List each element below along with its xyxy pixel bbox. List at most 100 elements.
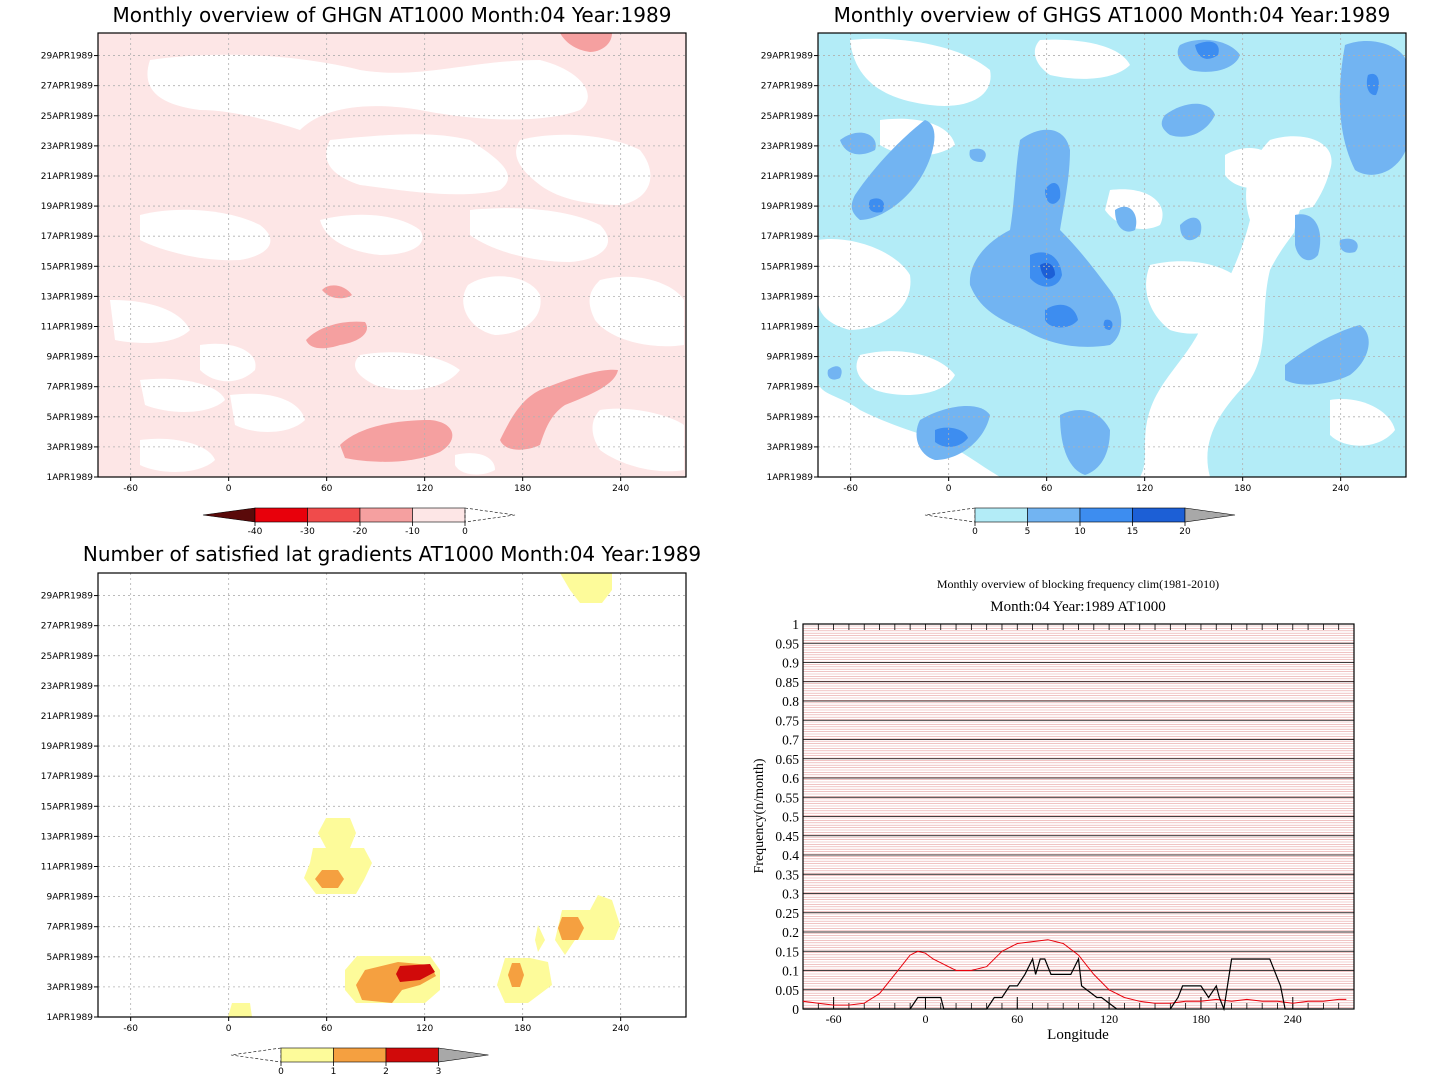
colorbar-swatch bbox=[254, 507, 308, 523]
y-tick-label: 1APR1989 bbox=[767, 473, 814, 483]
y-tick-label: 1APR1989 bbox=[47, 473, 94, 483]
y-tick-label: 21APR1989 bbox=[761, 172, 813, 182]
y-tick-label: 0.2 bbox=[782, 925, 799, 940]
x-tick-label: 0 bbox=[226, 484, 232, 494]
panel-title: Monthly overview of GHGS AT1000 Month:04… bbox=[834, 3, 1391, 27]
colorbar-label: 0 bbox=[278, 1067, 284, 1077]
x-tick-label: -60 bbox=[123, 484, 138, 494]
panel-title: Monthly overview of GHGN AT1000 Month:04… bbox=[113, 3, 672, 27]
data-series bbox=[802, 939, 1347, 1012]
y-tick-label: 23APR1989 bbox=[41, 142, 93, 152]
y-tick-label: 0.65 bbox=[775, 752, 799, 767]
colorbar-swatch bbox=[385, 1047, 439, 1063]
x-tick-label: 180 bbox=[514, 484, 531, 494]
x-tick-label: 120 bbox=[416, 484, 433, 494]
y-tick-label: 5APR1989 bbox=[47, 953, 94, 963]
ghgn-minus20-regions bbox=[306, 33, 618, 462]
y-tick-label: 0.85 bbox=[775, 675, 799, 690]
y-tick-label: 7APR1989 bbox=[767, 383, 814, 393]
y-tick-label: 0.3 bbox=[782, 887, 799, 902]
ghgn-frame bbox=[97, 32, 687, 478]
y-tick-label: 21APR1989 bbox=[41, 172, 93, 182]
panel-lat-gradients: Number of satisfied lat gradients AT1000… bbox=[41, 542, 701, 1077]
colorbar-label: 1 bbox=[331, 1067, 337, 1077]
ghgs-level15-regions bbox=[1040, 263, 1055, 279]
colorbar-swatch bbox=[412, 507, 466, 523]
x-tick-label: 0 bbox=[946, 484, 952, 494]
x-tick-label: 180 bbox=[514, 1024, 531, 1034]
colorbar-swatch bbox=[974, 507, 1028, 523]
y-tick-label: 0.4 bbox=[782, 848, 799, 863]
y-tick-label: 0.05 bbox=[775, 983, 799, 998]
lat-field bbox=[98, 573, 686, 1017]
y-tick-label: 15APR1989 bbox=[41, 802, 93, 812]
y-tick-label: 11APR1989 bbox=[761, 322, 813, 332]
y-tick-label: 19APR1989 bbox=[41, 202, 93, 212]
colorbar-label: 2 bbox=[383, 1067, 389, 1077]
x-tick-label: 180 bbox=[1192, 1012, 1210, 1026]
colorbar-label: -10 bbox=[405, 527, 420, 537]
y-tick-label: 13APR1989 bbox=[41, 292, 93, 302]
x-axis-label: Longitude bbox=[1047, 1027, 1109, 1043]
x-tick-label: 60 bbox=[1041, 484, 1053, 494]
y-tick-label: 0.55 bbox=[775, 790, 799, 805]
colorbar-swatch bbox=[1079, 507, 1133, 523]
y-tick-label: 15APR1989 bbox=[761, 262, 813, 272]
colorbar-extension-high bbox=[438, 1047, 489, 1063]
chart-subtitle: Month:04 Year:1989 AT1000 bbox=[990, 599, 1165, 615]
y-tick-label: 0.45 bbox=[775, 829, 799, 844]
y-tick-label: 27APR1989 bbox=[41, 82, 93, 92]
y-tick-label: 29APR1989 bbox=[41, 52, 93, 62]
lat-level2-regions bbox=[396, 964, 435, 982]
colorbar-label: 0 bbox=[462, 527, 468, 537]
y-tick-label: 23APR1989 bbox=[41, 682, 93, 692]
colorbar-label: 5 bbox=[1025, 527, 1031, 537]
y-tick-label: 0.5 bbox=[782, 810, 799, 825]
y-tick-label: 19APR1989 bbox=[41, 742, 93, 752]
colorbar-label: -30 bbox=[300, 527, 315, 537]
x-tick-label: 60 bbox=[321, 1024, 333, 1034]
colorbar-swatch bbox=[1132, 507, 1186, 523]
x-tick-label: 240 bbox=[1284, 1012, 1302, 1026]
y-tick-label: 9APR1989 bbox=[47, 353, 94, 363]
y-tick-label: 0.75 bbox=[775, 713, 799, 728]
ghgs-colorbar: 0 5 10 15 20 bbox=[924, 507, 1236, 537]
lat-background bbox=[98, 573, 686, 1017]
y-tick-label: 0.35 bbox=[775, 867, 799, 882]
series-line-red bbox=[802, 939, 1347, 1006]
y-tick-label: 25APR1989 bbox=[761, 112, 813, 122]
x-tick-label: 120 bbox=[1100, 1012, 1118, 1026]
y-axis-label: Frequency(n/month) bbox=[752, 758, 767, 873]
lat-axis-ticks: -60 0 60 120 180 240 1APR1989 3APR1989 5APR1989 7… bbox=[41, 592, 630, 1034]
y-tick-label: 17APR1989 bbox=[41, 772, 93, 782]
ghgs-frame bbox=[817, 32, 1407, 478]
y-tick-label: 0.6 bbox=[782, 771, 799, 786]
y-tick-label: 9APR1989 bbox=[767, 353, 814, 363]
x-tick-label: 120 bbox=[416, 1024, 433, 1034]
y-tick-label: 25APR1989 bbox=[41, 112, 93, 122]
y-tick-label: 3APR1989 bbox=[47, 983, 94, 993]
y-tick-label: 0.8 bbox=[782, 694, 799, 709]
y-tick-label: 9APR1989 bbox=[47, 893, 94, 903]
colorbar-swatch bbox=[307, 507, 361, 523]
colorbar-label: 20 bbox=[1179, 527, 1191, 537]
y-tick-label: 3APR1989 bbox=[47, 443, 94, 453]
colorbar-label: 0 bbox=[972, 527, 978, 537]
lat-grid bbox=[98, 573, 686, 1017]
ghgn-axis-ticks: -60 0 60 120 180 240 1APR1989 3APR1989 5APR1989 7… bbox=[41, 52, 630, 494]
y-tick-label: 11APR1989 bbox=[41, 322, 93, 332]
x-tick-label: -60 bbox=[826, 1012, 842, 1026]
y-tick-label: 0.9 bbox=[782, 656, 799, 671]
y-tick-label: 21APR1989 bbox=[41, 712, 93, 722]
y-tick-label: 0.15 bbox=[775, 944, 799, 959]
y-tick-label: 11APR1989 bbox=[41, 862, 93, 872]
x-tick-label: 0 bbox=[922, 1012, 928, 1026]
y-tick-label: 29APR1989 bbox=[41, 592, 93, 602]
y-tick-label: 17APR1989 bbox=[41, 232, 93, 242]
ghgs-grid bbox=[818, 33, 1406, 477]
y-tick-label: 0.25 bbox=[775, 906, 799, 921]
ghgn-zero-regions bbox=[110, 54, 684, 475]
y-gridlines bbox=[803, 623, 1354, 1010]
x-tick-label: 60 bbox=[1011, 1012, 1023, 1026]
ghgn-field bbox=[98, 33, 686, 477]
